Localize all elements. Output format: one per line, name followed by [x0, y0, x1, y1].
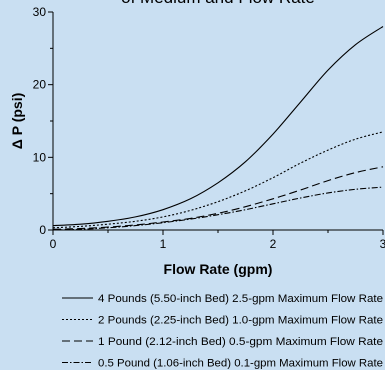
legend-label-1: 4 Pounds (5.50-inch Bed) 2.5-gpm Maximum… [98, 293, 383, 305]
legend-label-2: 2 Pounds (2.25-inch Bed) 1.0-gpm Maximum… [98, 315, 383, 327]
y-tick-label: 10 [33, 150, 47, 164]
series-line-3 [52, 166, 384, 230]
y-tick-label: 0 [39, 223, 46, 237]
y-tick-label: 20 [33, 78, 47, 92]
series-line-1 [52, 26, 384, 227]
x-tick-label: 3 [380, 237, 385, 251]
series-line-4 [52, 186, 384, 231]
x-tick-label: 1 [160, 237, 167, 251]
legend-label-3: 1 Pound (2.12-inch Bed) 0.5-gpm Maximum … [98, 336, 383, 348]
x-axis-label: Flow Rate (gpm) [164, 261, 273, 277]
x-tick-label: 0 [50, 237, 57, 251]
y-tick-label: 30 [33, 5, 47, 19]
chart-title: of Medium and Flow Rate [121, 0, 315, 7]
legend-label-4: 0.5 Pound (1.06-inch Bed) 0.1-gpm Maximu… [98, 358, 383, 370]
series-line-2 [52, 131, 384, 229]
x-tick-label: 2 [270, 237, 277, 251]
y-axis-label: Δ P (psi) [9, 93, 25, 149]
